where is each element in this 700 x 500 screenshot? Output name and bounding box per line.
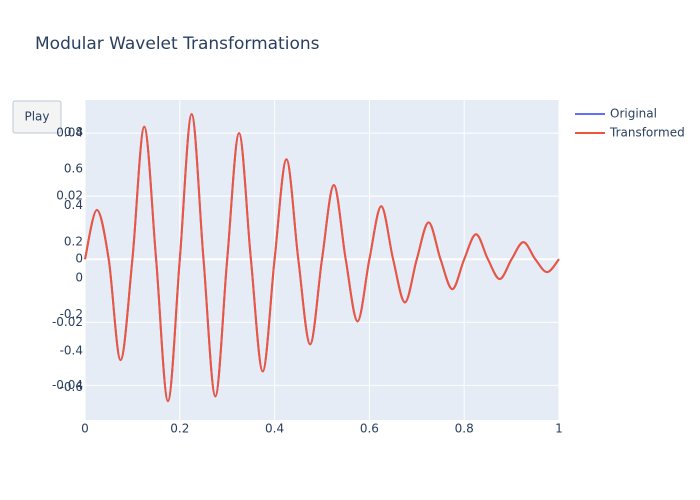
y-tick-label: 0.6 <box>64 162 83 176</box>
x-tick-label: 0.8 <box>455 422 474 436</box>
x-tick-label: 0.4 <box>265 422 284 436</box>
y-tick-label: 0 <box>75 271 83 285</box>
button-label[interactable]: Play <box>24 110 49 124</box>
x-tick-label: 0.2 <box>170 422 189 436</box>
line-series <box>84 113 560 403</box>
x-tick-label: 0.6 <box>360 422 379 436</box>
y-tick-label: -0.4 <box>60 343 83 357</box>
button-bg[interactable] <box>12 100 62 134</box>
y-tick-label: -0.2 <box>60 307 83 321</box>
y2-tick-label: -0.02 <box>52 315 83 329</box>
legend-label: Original <box>610 107 657 121</box>
legend-label: Transformed <box>609 126 685 140</box>
chart-title: Modular Wavelet Transformations <box>35 34 320 54</box>
x-tick-label: 1 <box>555 422 563 436</box>
y2-tick-label: 0.04 <box>56 126 83 140</box>
y2-tick-label: 0.02 <box>56 189 83 203</box>
play-button[interactable]: Play <box>12 100 62 134</box>
x-tick-label: 0 <box>81 422 89 436</box>
y-tick-label: 0.8 <box>64 125 83 139</box>
y-tick-label: -0.6 <box>60 380 83 394</box>
y-tick-label: 0.4 <box>64 198 83 212</box>
y-tick-label: 0.2 <box>64 234 83 248</box>
y2-tick-label: 0 <box>75 252 83 266</box>
y2-tick-label: -0.04 <box>52 378 83 392</box>
